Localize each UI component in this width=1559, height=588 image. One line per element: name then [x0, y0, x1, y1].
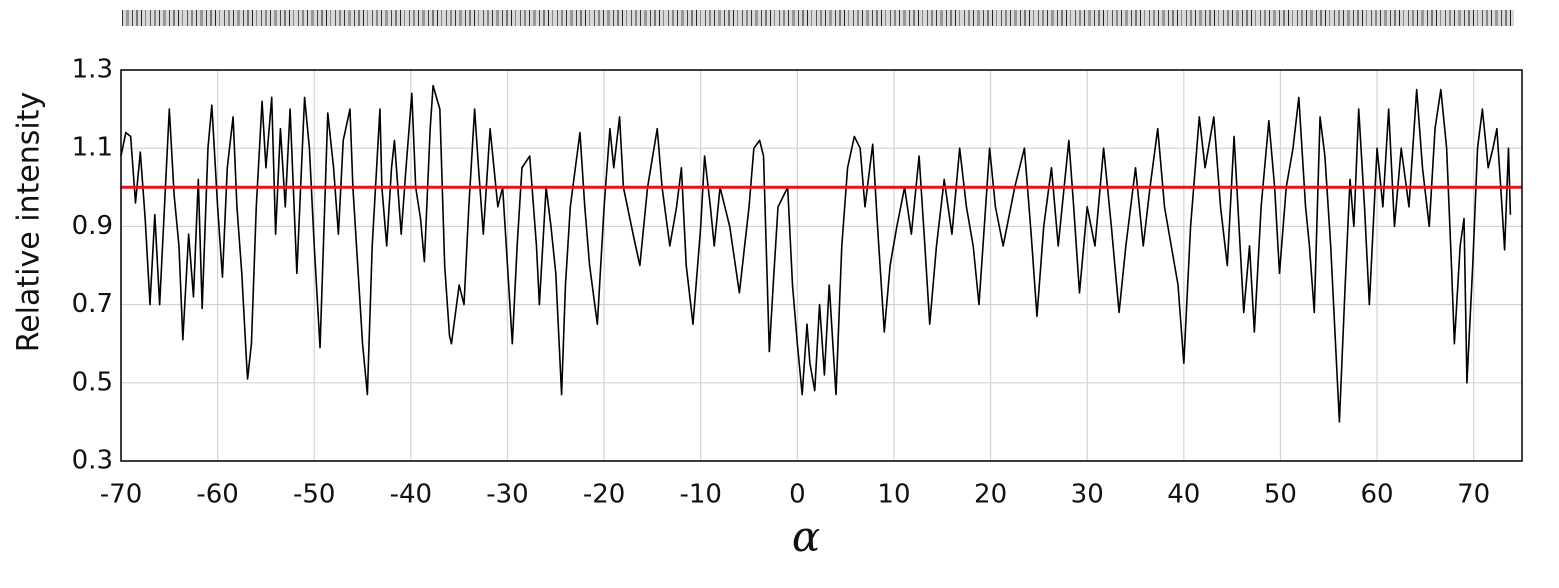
y-tick-label: 0.3: [72, 446, 113, 476]
y-tick-label: 1.1: [72, 133, 113, 163]
x-tick-label: 30: [1071, 480, 1104, 510]
x-tick-label: 70: [1457, 480, 1490, 510]
y-tick-label: 1.3: [72, 55, 113, 85]
x-tick-label: -70: [100, 480, 142, 510]
x-tick-label: 60: [1361, 480, 1394, 510]
y-tick-label: 0.5: [72, 367, 113, 397]
x-tick-label: 10: [877, 480, 910, 510]
grid: [120, 69, 1522, 462]
x-tick-label: 50: [1264, 480, 1297, 510]
plot-frame: [120, 69, 1523, 462]
film-strip: [122, 10, 1514, 26]
data-line: [120, 84, 1512, 423]
y-tick-label: 0.9: [72, 211, 113, 241]
x-axis-label: α: [792, 512, 820, 561]
marks: [120, 84, 1522, 423]
x-tick-label: -10: [679, 480, 721, 510]
x-tick-label: -60: [196, 480, 238, 510]
x-tick-label: 0: [789, 480, 806, 510]
x-tick-label: 20: [974, 480, 1007, 510]
x-tick-label: -50: [293, 480, 335, 510]
x-tick-label: -40: [390, 480, 432, 510]
y-tick-label: 0.7: [72, 289, 113, 319]
x-tick-label: -20: [583, 480, 625, 510]
x-tick-label: -30: [486, 480, 528, 510]
y-axis-label: Relative intensity: [12, 92, 47, 353]
x-tick-label: 40: [1167, 480, 1200, 510]
